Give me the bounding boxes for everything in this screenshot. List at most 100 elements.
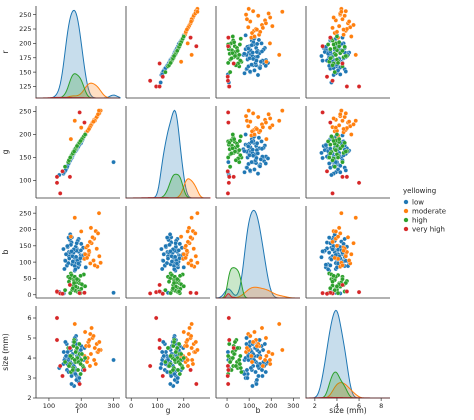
point-very-high-3 xyxy=(188,290,193,296)
ylabel-b: b xyxy=(1,249,10,254)
point-low-24 xyxy=(319,254,324,260)
panel-b-vs-size xyxy=(305,206,390,299)
xtick-label-b-100: 100 xyxy=(243,402,255,410)
point-low-56 xyxy=(245,144,251,149)
point-high-23 xyxy=(328,285,333,291)
point-low-18 xyxy=(177,241,183,247)
point-high-27 xyxy=(343,53,349,59)
point-moderate-17 xyxy=(250,8,256,14)
point-moderate-15 xyxy=(340,16,345,22)
point-high-28 xyxy=(227,69,233,75)
panel-r-vs-r: 125 150 175 200 225 250 r xyxy=(1,6,121,99)
point-low-17 xyxy=(248,365,254,371)
point-moderate-14 xyxy=(181,252,187,257)
point-low-14 xyxy=(265,156,271,161)
point-high-27 xyxy=(71,280,77,286)
xlabel-size: size (mm) xyxy=(329,406,366,415)
point-high-8 xyxy=(328,142,333,147)
point-low-16 xyxy=(337,163,343,169)
point-moderate-19 xyxy=(91,333,96,339)
point-low-45 xyxy=(165,256,171,261)
xtick-label-b-0: 0 xyxy=(225,402,229,410)
point-high-25 xyxy=(67,290,73,296)
point-very-high-6 xyxy=(225,169,230,174)
point-high-22 xyxy=(231,351,237,357)
point-high-27 xyxy=(232,339,238,345)
point-low-32 xyxy=(255,171,261,176)
point-high-25 xyxy=(335,290,341,296)
point-low-21 xyxy=(242,169,247,175)
point-high-29 xyxy=(230,34,236,39)
xtick-label-g-0: 0 xyxy=(129,402,133,410)
point-low-34 xyxy=(253,369,258,375)
point-high-5 xyxy=(165,345,171,351)
point-low-47 xyxy=(78,248,84,253)
point-low-46 xyxy=(172,267,177,272)
point-high-28 xyxy=(163,69,168,75)
point-moderate-21 xyxy=(254,126,260,132)
point-moderate-14 xyxy=(349,132,354,137)
point-low-2 xyxy=(256,373,261,379)
point-moderate-19 xyxy=(188,333,194,339)
point-moderate-11 xyxy=(249,129,255,134)
point-moderate-23 xyxy=(189,321,194,327)
point-very-high-2 xyxy=(157,61,162,66)
point-high-28 xyxy=(227,359,233,365)
point-moderate-15 xyxy=(189,345,194,351)
panel-b-vs-g xyxy=(125,206,210,299)
point-moderate-15 xyxy=(340,118,345,123)
point-moderate-23 xyxy=(72,118,78,123)
ytick-label-r-150: 150 xyxy=(19,68,31,76)
point-low-60 xyxy=(158,365,163,371)
point-moderate-8 xyxy=(87,337,92,343)
point-low-41 xyxy=(252,68,257,73)
point-very-high-5 xyxy=(54,289,60,294)
point-moderate-23 xyxy=(276,321,282,327)
xlabel-g: g xyxy=(166,406,171,415)
point-moderate-12 xyxy=(94,246,100,252)
point-moderate-19 xyxy=(91,258,96,263)
point-moderate-16 xyxy=(185,363,191,369)
point-low-61 xyxy=(337,72,343,77)
point-moderate-16 xyxy=(260,25,266,31)
point-very-high-4 xyxy=(77,290,82,296)
point-moderate-11 xyxy=(332,255,338,261)
point-low-57 xyxy=(164,235,170,240)
point-high-28 xyxy=(332,164,338,169)
xtick-label-r-300: 300 xyxy=(107,402,119,410)
point-low-59 xyxy=(168,249,173,254)
point-low-18 xyxy=(259,139,264,144)
point-high-13 xyxy=(78,371,83,377)
point-low-35 xyxy=(262,341,268,347)
point-high-21 xyxy=(236,147,242,153)
point-moderate-19 xyxy=(346,119,352,124)
point-moderate-7 xyxy=(267,15,273,20)
legend-label-moderate: moderate xyxy=(412,207,446,215)
point-very-high-2 xyxy=(67,345,73,351)
point-low-55 xyxy=(255,363,261,369)
ytick-label-g-100: 100 xyxy=(19,177,31,185)
point-low-46 xyxy=(172,371,177,377)
point-moderate-21 xyxy=(254,27,260,32)
point-moderate-1 xyxy=(245,123,251,129)
point-low-52 xyxy=(173,240,178,246)
ytick-label-r-250: 250 xyxy=(19,11,31,19)
point-low-60 xyxy=(329,172,334,178)
point-moderate-4 xyxy=(243,113,249,119)
point-moderate-16 xyxy=(87,239,93,245)
point-low-58 xyxy=(250,50,255,55)
point-high-13 xyxy=(325,139,331,144)
point-high-19 xyxy=(166,279,172,284)
point-very-high-1 xyxy=(147,78,153,84)
point-moderate-16 xyxy=(185,239,191,245)
point-moderate-24 xyxy=(68,234,74,239)
point-high-29 xyxy=(334,283,340,289)
point-very-high-6 xyxy=(160,373,166,379)
point-high-23 xyxy=(229,56,234,61)
point-moderate-1 xyxy=(245,24,251,30)
point-low-49 xyxy=(250,153,256,158)
point-moderate-19 xyxy=(247,119,253,124)
point-high-29 xyxy=(181,283,187,289)
xlabel-b: b xyxy=(256,406,261,415)
point-high-28 xyxy=(227,164,233,169)
